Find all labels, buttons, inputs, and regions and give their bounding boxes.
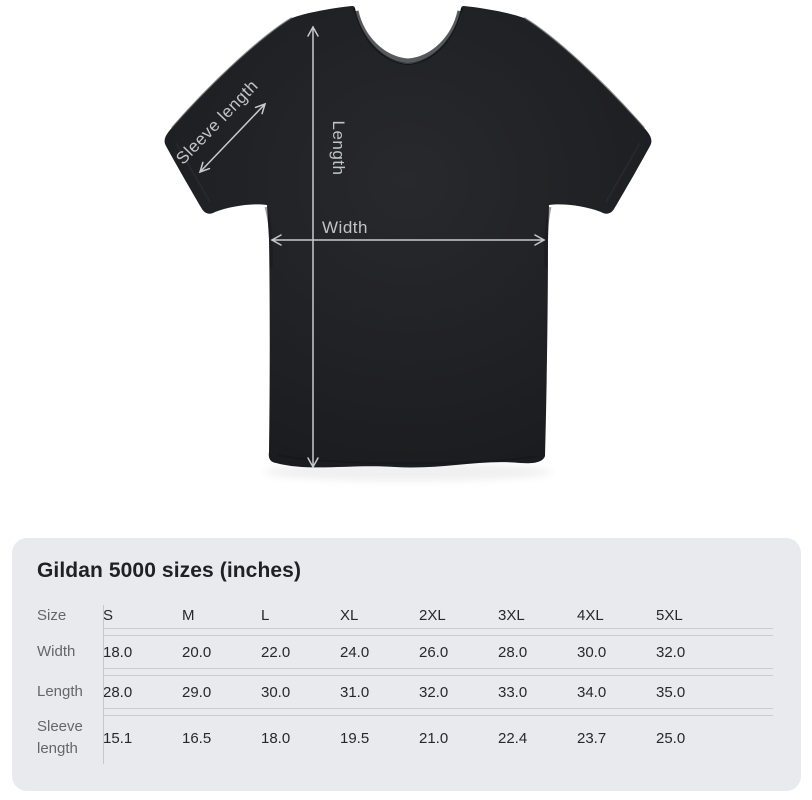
- cell: 26.0: [419, 635, 498, 669]
- column-header-5xl: 5XL: [656, 603, 773, 629]
- shoulder-highlight-left: [171, 17, 293, 129]
- cell: 15.1: [103, 715, 182, 760]
- cell: 28.0: [103, 675, 182, 709]
- armpit-shadow-left: [264, 206, 273, 269]
- shoulder-highlight-right: [523, 17, 645, 129]
- column-header-m: M: [182, 603, 261, 629]
- collar-inner-edge: [353, 7, 463, 66]
- width-arrowhead-right: [534, 234, 546, 246]
- cell: 31.0: [340, 675, 419, 709]
- row-header-size: Size: [37, 607, 67, 625]
- tshirt-graphic: [164, 6, 652, 468]
- cell: 24.0: [340, 635, 419, 669]
- table-vertical-divider: [103, 605, 104, 764]
- cell: 32.0: [419, 675, 498, 709]
- row-label-width: Width: [37, 643, 76, 661]
- hem-shadow: [277, 454, 539, 465]
- cell: 16.5: [182, 715, 261, 760]
- collar: [353, 10, 463, 64]
- cell: 28.0: [498, 635, 577, 669]
- table-row-width: Width 18.0 20.0 22.0 24.0 26.0 28.0 30.0…: [37, 635, 773, 669]
- cell: 18.0: [103, 635, 182, 669]
- column-header-s: S: [103, 603, 182, 629]
- sleeve-hem-right: [605, 142, 641, 203]
- size-table: Size S M L XL 2XL 3XL 4XL 5XL Width 18.0…: [37, 597, 773, 766]
- row-label-sleeve-length: Sleeve length: [37, 717, 83, 757]
- length-label: Length: [329, 121, 348, 176]
- sleeve-arrowhead-bottom: [198, 161, 211, 174]
- measurement-arrows: [198, 25, 546, 469]
- cell: 35.0: [656, 675, 773, 709]
- cell: 29.0: [182, 675, 261, 709]
- length-arrowhead-top: [307, 25, 319, 37]
- table-header-row: Size S M L XL 2XL 3XL 4XL 5XL: [37, 603, 773, 629]
- cell: 22.4: [498, 715, 577, 760]
- column-header-l: L: [261, 603, 340, 629]
- length-arrowhead-bottom: [307, 457, 319, 469]
- size-chart-title: Gildan 5000 sizes (inches): [37, 559, 302, 582]
- sleeve-length-arrow: [199, 103, 266, 173]
- cell: 25.0: [656, 715, 773, 760]
- cell: 22.0: [261, 635, 340, 669]
- column-header-3xl: 3XL: [498, 603, 577, 629]
- cell: 18.0: [261, 715, 340, 760]
- tshirt-measurement-diagram: Length Width Sleeve length: [164, 6, 652, 481]
- armpit-shadow-right: [544, 206, 552, 269]
- cell: 30.0: [577, 635, 656, 669]
- cell: 20.0: [182, 635, 261, 669]
- cell: 19.5: [340, 715, 419, 760]
- column-header-xl: XL: [340, 603, 419, 629]
- cell: 30.0: [261, 675, 340, 709]
- size-chart-card: Gildan 5000 sizes (inches) Size S M L XL…: [12, 538, 801, 791]
- width-arrowhead-left: [270, 234, 282, 246]
- table-row-sleeve-length: Sleeve length 15.1 16.5 18.0 19.5 21.0 2…: [37, 715, 773, 760]
- table-row-length: Length 28.0 29.0 30.0 31.0 32.0 33.0 34.…: [37, 675, 773, 709]
- column-header-4xl: 4XL: [577, 603, 656, 629]
- sleeve-arrowhead-top: [254, 102, 267, 115]
- shirt-shadow: [263, 463, 553, 481]
- row-label-length: Length: [37, 683, 83, 701]
- cell: 33.0: [498, 675, 577, 709]
- sleeve-hem-left: [175, 142, 211, 203]
- cell: 32.0: [656, 635, 773, 669]
- cell: 23.7: [577, 715, 656, 760]
- cell: 34.0: [577, 675, 656, 709]
- cell: 21.0: [419, 715, 498, 760]
- width-label: Width: [322, 218, 368, 237]
- column-header-2xl: 2XL: [419, 603, 498, 629]
